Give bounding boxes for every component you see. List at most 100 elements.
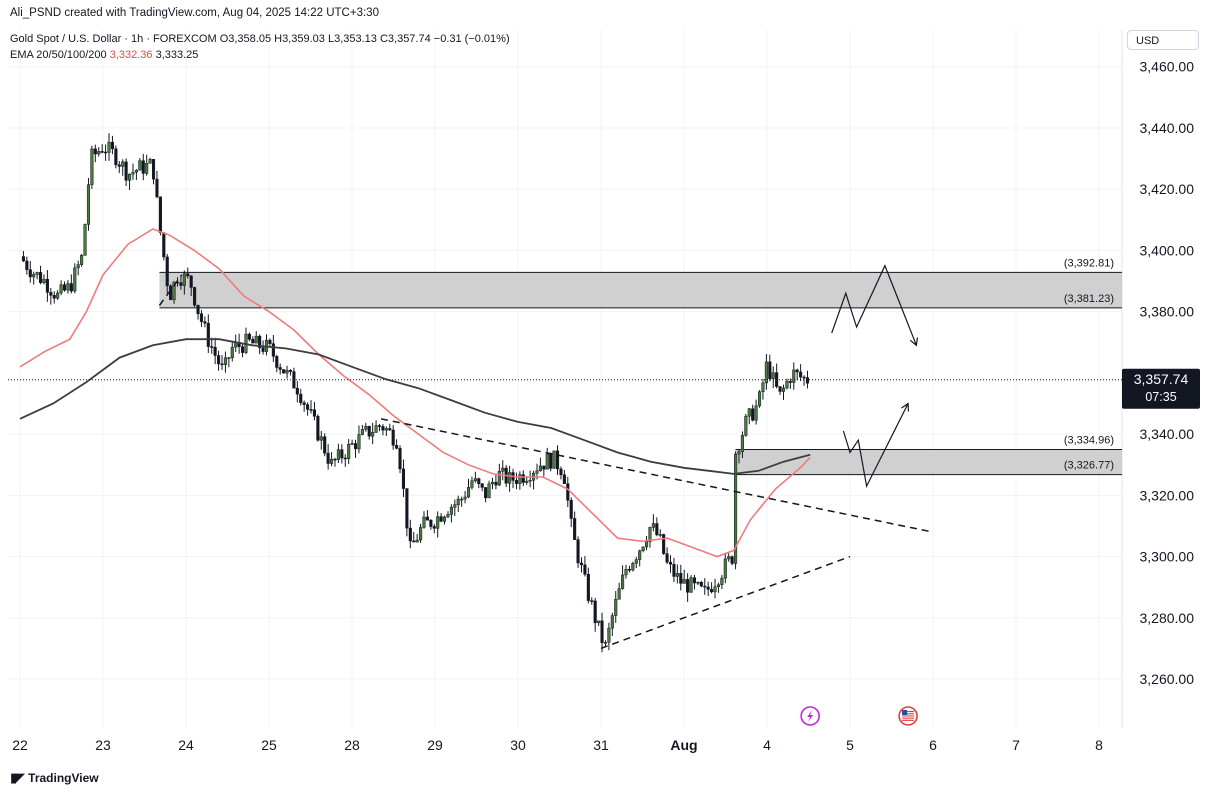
candle-body-136 [487,483,491,499]
y-tick-9: 3,260.00 [1140,671,1195,687]
candle-body-60 [227,357,231,359]
candle-body-131 [470,480,474,488]
candle-body-56 [213,346,217,356]
candle-body-188 [665,553,669,563]
candle-body-83 [306,404,310,410]
candle-body-179 [634,559,638,564]
candle-body-142 [508,472,512,484]
candle-body-153 [545,454,549,470]
candle-body-5 [38,272,43,283]
candle-body-195 [689,577,693,593]
candle-body-122 [439,516,443,522]
flag-stripe-1 [902,713,915,715]
candle-body-186 [658,534,662,536]
candle-body-43 [169,285,173,301]
zone-1-bottom-label: (3,326.77) [1064,460,1114,472]
x-tick-0: 22 [12,737,28,753]
projection-0-arrowhead [909,337,918,347]
candle-body-146 [521,474,525,483]
candle-body-224 [788,381,792,383]
x-tick-3: 25 [261,737,277,753]
candle-body-85 [312,409,316,417]
candle-body-58 [220,363,224,366]
candle-body-3 [32,274,36,278]
candle-body-194 [686,579,690,593]
candle-body-174 [617,588,621,600]
candle-body-59 [223,357,227,365]
currency-selector[interactable]: USD [1127,30,1199,50]
candle-body-204 [720,577,724,585]
candles-layer [21,133,810,653]
candle-body-126 [453,504,457,508]
candle-body-36 [145,163,149,174]
candle-body-182 [644,541,649,548]
candle-body-92 [336,449,340,460]
candle-body-35 [141,160,145,174]
candle-body-11 [59,284,63,294]
trendline-1 [600,555,851,650]
ohlc-high: H3,359.03 [274,33,325,45]
candle-body-150 [535,470,539,474]
y-tick-4: 3,380.00 [1140,304,1195,320]
candle-body-93 [340,449,344,459]
candle-body-158 [562,474,566,484]
candle-body-112 [405,488,409,529]
candle-body-25 [107,141,111,153]
candle-body-200 [706,586,710,590]
candle-body-125 [449,506,453,515]
candle-body-207 [730,556,734,564]
zone-1-top-label: (3,334.96) [1064,435,1114,447]
ohlc-close: C3,357.74 [379,33,431,45]
ema-fast-line [19,228,811,558]
x-tick-1: 23 [95,737,111,753]
candle-body-228 [802,376,806,379]
candle-body-18 [83,224,87,256]
x-tick-8: Aug [670,737,697,753]
candle-body-196 [692,577,697,584]
chart-grid [8,30,1123,728]
ohlc-change: −0.31 (−0.01%) [433,33,510,45]
price-axis[interactable]: 3,460.00 3,440.00 3,420.00 3,400.00 3,380.00… [1140,59,1195,687]
candle-body-1 [25,260,29,270]
events-layer[interactable] [800,706,918,726]
candle-body-169 [600,620,604,643]
candle-body-64 [240,346,245,353]
candle-body-2 [28,269,32,278]
candle-body-70 [261,347,265,352]
candle-body-22 [97,151,101,155]
candle-body-76 [282,369,286,374]
candle-body-184 [651,523,655,528]
last-price-tag [1122,368,1200,409]
candle-body-14 [69,283,73,292]
symbol-legend[interactable]: Gold Spot / U.S. Dollar · 1h · FOREXCOM … [10,33,510,45]
candle-body-181 [641,546,645,551]
candle-body-68 [254,335,258,344]
candle-body-4 [35,272,39,275]
candle-body-50 [193,287,197,306]
candle-body-48 [186,273,190,277]
candle-body-209 [737,451,741,455]
candle-body-8 [49,292,53,296]
candle-body-81 [299,393,303,404]
candle-body-221 [778,386,782,392]
candle-body-28 [117,164,121,167]
candle-body-199 [703,585,707,588]
candle-body-164 [583,564,587,575]
candle-body-106 [384,428,388,431]
candle-body-19 [86,184,91,225]
zones-layer: (3,392.81) (3,381.23) (3,334.96) (3,326.77) [159,257,1122,476]
ema-legend[interactable]: EMA 20/50/100/200 3,332.36 3,333.25 [10,49,198,61]
tradingview-brand[interactable]: ▮◤ TradingView [10,770,99,786]
candle-body-134 [480,483,484,488]
candle-body-33 [134,170,138,173]
projection-0 [831,264,917,346]
candle-body-34 [138,160,142,171]
candle-body-57 [217,355,221,365]
candle-body-42 [165,256,169,287]
candle-body-49 [189,275,193,288]
y-tick-3: 3,400.00 [1140,242,1195,258]
time-axis[interactable]: 22 23 24 25 28 29 30 31 Aug 4 5 6 7 8 [12,737,1103,753]
candle-body-218 [768,361,772,379]
candle-body-173 [614,598,618,616]
